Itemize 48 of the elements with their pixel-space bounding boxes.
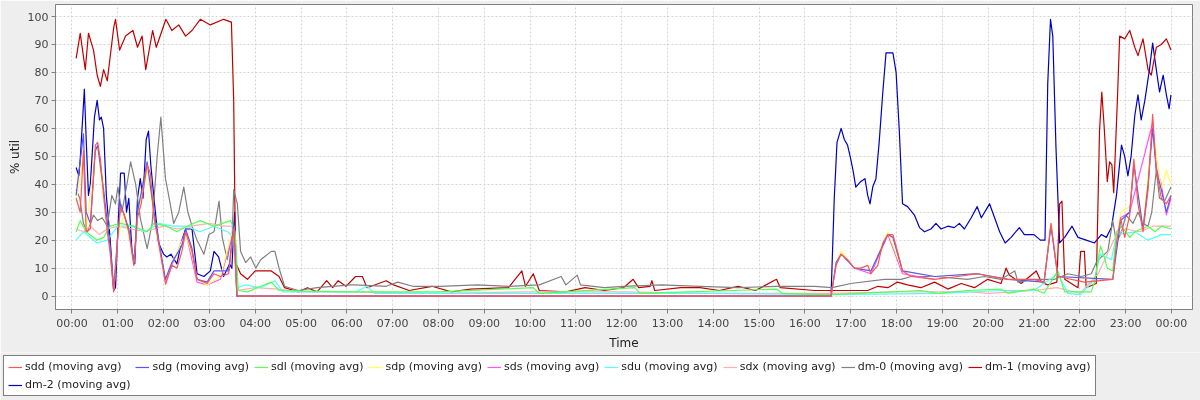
legend-label: sdx (moving avg) [739, 360, 836, 373]
legend-label: sdd (moving avg) [25, 360, 122, 373]
y-tick-label: 70 [34, 94, 49, 108]
x-tick-label: 08:00 [422, 316, 455, 330]
y-tick-label: 80 [34, 66, 49, 80]
legend-label: dm-1 (moving avg) [985, 360, 1091, 373]
y-tick-label: 30 [34, 206, 49, 220]
legend-label: sdl (moving avg) [270, 360, 364, 373]
x-tick-label: 22:00 [1063, 316, 1096, 330]
x-tick-label: 16:00 [789, 316, 821, 330]
legend-label: sds (moving avg) [503, 360, 600, 373]
x-tick-label: 10:00 [514, 316, 546, 330]
legend-label: sdg (moving avg) [152, 360, 249, 373]
legend-label: dm-0 (moving avg) [857, 360, 964, 373]
x-tick-label: 06:00 [331, 316, 363, 330]
x-axis-title: Time [608, 335, 639, 350]
x-tick-label: 14:00 [697, 316, 730, 330]
x-tick-label: 09:00 [468, 316, 501, 330]
x-tick-label: 00:00 [56, 316, 88, 330]
legend-label: sdu (moving avg) [621, 360, 718, 373]
x-tick-label: 12:00 [605, 316, 638, 330]
y-tick-label: 40 [34, 178, 49, 192]
x-tick-label: 19:00 [926, 316, 959, 330]
y-tick-label: 0 [41, 290, 49, 304]
x-tick-label: 00:00 [1155, 316, 1188, 330]
x-tick-label: 20:00 [972, 316, 1005, 330]
x-tick-label: 02:00 [147, 316, 180, 330]
legend-label: sdp (moving avg) [385, 360, 482, 373]
y-tick-label: 60 [34, 122, 49, 136]
y-tick-label: 100 [27, 10, 49, 24]
y-axis-title: % util [7, 139, 22, 175]
x-tick-label: 03:00 [193, 316, 226, 330]
x-tick-label: 13:00 [651, 316, 684, 330]
x-tick-label: 18:00 [880, 316, 913, 330]
x-tick-label: 05:00 [285, 316, 317, 330]
x-tick-label: 07:00 [376, 316, 409, 330]
x-tick-label: 04:00 [239, 316, 272, 330]
x-tick-label: 21:00 [1018, 316, 1050, 330]
x-tick-label: 17:00 [834, 316, 867, 330]
x-tick-label: 15:00 [743, 316, 775, 330]
y-tick-label: 50 [34, 150, 49, 164]
y-tick-label: 90 [34, 38, 49, 52]
x-tick-label: 11:00 [560, 316, 592, 330]
x-tick-label: 01:00 [101, 316, 134, 330]
legend-label: dm-2 (moving avg) [25, 378, 131, 391]
y-tick-label: 10 [34, 262, 49, 276]
y-tick-label: 20 [34, 234, 49, 248]
x-tick-label: 23:00 [1109, 316, 1142, 330]
